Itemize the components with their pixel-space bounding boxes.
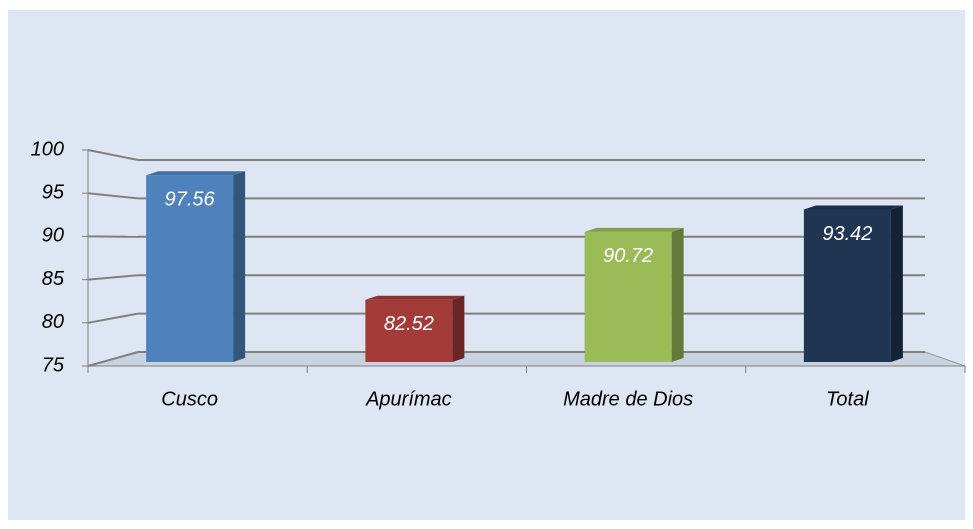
value-label: 97.56 (165, 188, 216, 210)
x-tick-label: Apurímac (365, 388, 452, 410)
grid-connector (87, 274, 139, 281)
bar (584, 231, 672, 362)
y-tick-label: 100 (31, 138, 64, 160)
bar-side (233, 171, 246, 362)
value-label: 90.72 (603, 245, 653, 267)
value-label: 93.42 (822, 223, 872, 245)
bar (803, 209, 891, 362)
grid-connector (87, 351, 139, 367)
bar-side (890, 205, 903, 362)
y-tick-label: 85 (42, 268, 65, 290)
y-tick-label: 95 (42, 181, 65, 203)
x-tick-label: Madre de Dios (563, 388, 693, 410)
bar-side (452, 295, 465, 362)
x-tick-label: Total (826, 388, 869, 410)
y-tick-label: 75 (42, 354, 65, 376)
grid-connector (87, 149, 139, 161)
bar (365, 299, 453, 362)
y-tick-label: 90 (42, 225, 64, 247)
grid-connector (87, 192, 139, 200)
y-tick-label: 80 (42, 311, 64, 333)
x-tick-label: Cusco (161, 388, 218, 410)
bar-top (584, 227, 684, 232)
bar-top (803, 205, 903, 210)
grid-connector (87, 312, 139, 324)
value-label: 82.52 (384, 313, 434, 335)
bar-top (365, 295, 465, 300)
bar-side (671, 227, 684, 362)
bar-top (146, 171, 246, 176)
bar (146, 175, 234, 362)
